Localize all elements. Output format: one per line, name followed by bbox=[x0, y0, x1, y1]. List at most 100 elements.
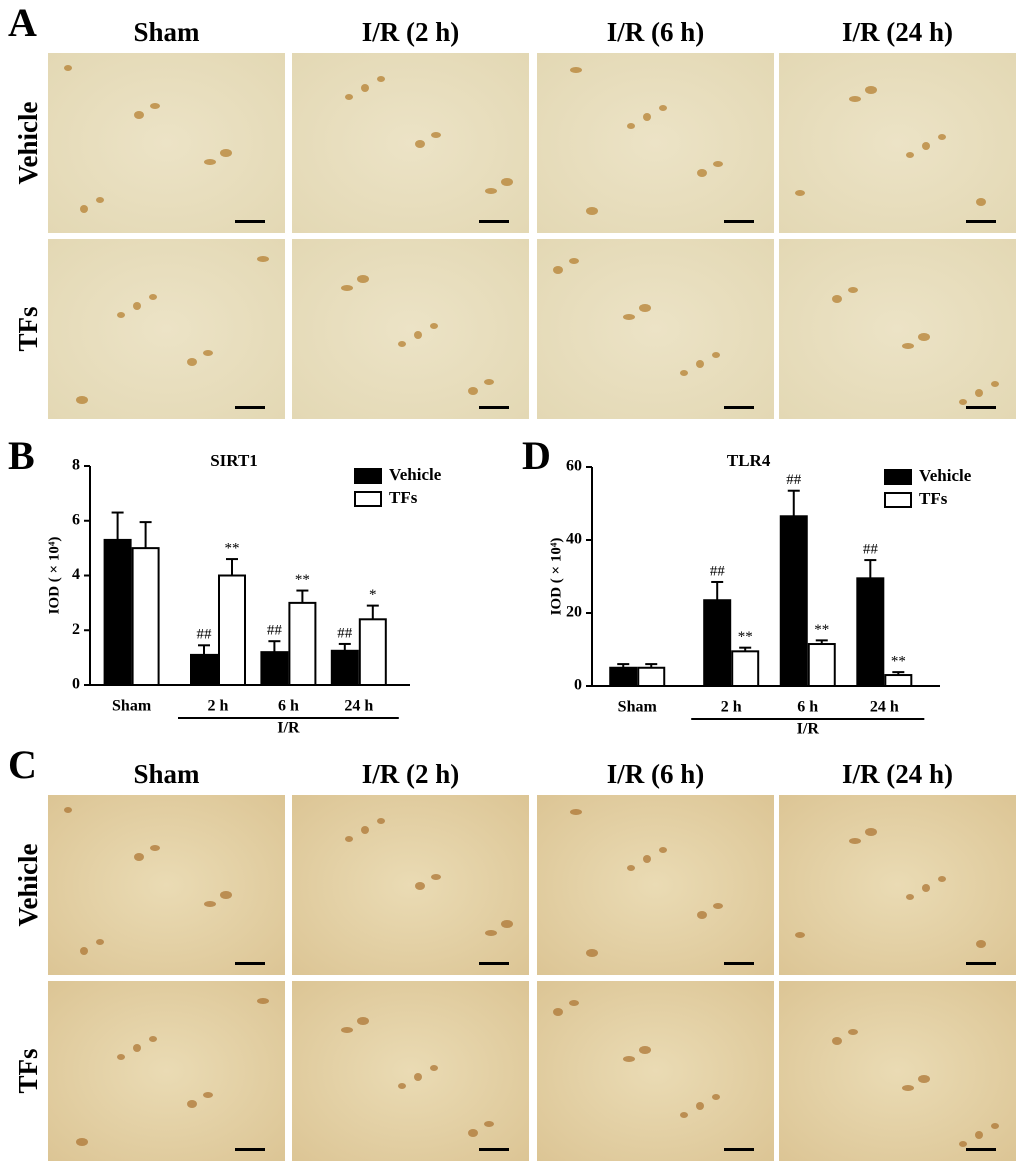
scale-bar bbox=[479, 1148, 509, 1151]
stain bbox=[922, 884, 930, 892]
column-header: I/R (24 h) bbox=[842, 759, 953, 789]
stain bbox=[938, 876, 946, 882]
stain bbox=[570, 67, 582, 73]
bar bbox=[884, 674, 913, 687]
scale-bar bbox=[479, 406, 509, 409]
bar bbox=[103, 538, 132, 686]
significance-mark: ## bbox=[267, 623, 283, 639]
stain bbox=[468, 387, 478, 395]
stain bbox=[680, 1112, 688, 1118]
x-tick-label: 2 h bbox=[208, 698, 229, 715]
stain bbox=[345, 94, 353, 100]
bar bbox=[731, 650, 760, 688]
stain bbox=[415, 140, 425, 148]
scale-bar bbox=[724, 962, 754, 965]
stain bbox=[643, 855, 651, 863]
significance-mark: * bbox=[369, 587, 377, 603]
scale-bar bbox=[235, 220, 265, 223]
stain bbox=[570, 809, 582, 815]
micrograph bbox=[292, 795, 529, 975]
stain bbox=[76, 396, 88, 404]
stain bbox=[117, 312, 125, 318]
stain bbox=[345, 836, 353, 842]
x-tick-label: Sham bbox=[112, 698, 152, 715]
stain bbox=[623, 1056, 635, 1062]
stain bbox=[696, 1102, 704, 1110]
bar bbox=[218, 574, 246, 686]
significance-mark: ** bbox=[891, 654, 906, 670]
stain bbox=[976, 198, 986, 206]
stain bbox=[697, 911, 707, 919]
stain bbox=[357, 275, 369, 283]
scale-bar bbox=[235, 962, 265, 965]
stain bbox=[187, 358, 197, 366]
micrograph bbox=[48, 981, 285, 1161]
stain bbox=[865, 828, 877, 836]
stain bbox=[117, 1054, 125, 1060]
column-header: I/R (6 h) bbox=[607, 17, 705, 47]
y-tick-label: 6 bbox=[72, 511, 80, 528]
stain bbox=[204, 901, 216, 907]
stain bbox=[680, 370, 688, 376]
group-label: I/R bbox=[277, 720, 300, 737]
y-tick-label: 60 bbox=[566, 458, 582, 475]
stain bbox=[361, 84, 369, 92]
scale-bar bbox=[966, 962, 996, 965]
stain bbox=[832, 1037, 842, 1045]
significance-mark: ## bbox=[710, 563, 726, 579]
legend-swatch bbox=[354, 468, 382, 484]
scale-bar bbox=[724, 220, 754, 223]
significance-mark: ** bbox=[738, 629, 753, 645]
y-tick-label: 20 bbox=[566, 604, 582, 621]
y-tick-label: 4 bbox=[72, 566, 80, 583]
significance-mark: ## bbox=[337, 625, 353, 641]
stain bbox=[713, 161, 723, 167]
stain bbox=[623, 314, 635, 320]
stain bbox=[76, 1138, 88, 1146]
stain bbox=[659, 847, 667, 853]
stain bbox=[257, 998, 269, 1004]
y-axis-label: IOD ( × 10⁴) bbox=[46, 537, 62, 615]
scale-bar bbox=[235, 1148, 265, 1151]
x-tick-label: 24 h bbox=[344, 698, 373, 715]
legend-swatch bbox=[884, 469, 912, 485]
scale-bar bbox=[479, 220, 509, 223]
stain bbox=[586, 207, 598, 215]
bar bbox=[131, 547, 160, 686]
row-label: TFs bbox=[13, 306, 43, 351]
stain bbox=[80, 205, 88, 213]
x-tick-label: 6 h bbox=[278, 698, 299, 715]
bar bbox=[779, 515, 808, 688]
stain bbox=[149, 1036, 157, 1042]
significance-mark: ## bbox=[786, 472, 802, 488]
x-tick-label: 2 h bbox=[721, 699, 742, 716]
stain bbox=[220, 891, 232, 899]
scale-bar bbox=[724, 1148, 754, 1151]
stain bbox=[712, 352, 720, 358]
significance-mark: ** bbox=[225, 541, 240, 557]
stain bbox=[795, 190, 805, 196]
stain bbox=[430, 1065, 438, 1071]
panel-label: A bbox=[8, 0, 37, 45]
stain bbox=[431, 132, 441, 138]
y-tick-label: 40 bbox=[566, 531, 582, 548]
stain bbox=[398, 1083, 406, 1089]
stain bbox=[991, 1123, 999, 1129]
significance-mark: ## bbox=[863, 542, 879, 558]
scale-bar bbox=[966, 220, 996, 223]
stain bbox=[501, 178, 513, 186]
stain bbox=[64, 807, 72, 813]
column-header: Sham bbox=[133, 17, 200, 47]
stain bbox=[959, 1141, 967, 1147]
stain bbox=[203, 1092, 213, 1098]
stain bbox=[639, 1046, 651, 1054]
stain bbox=[975, 389, 983, 397]
stain bbox=[553, 266, 563, 274]
stain bbox=[341, 285, 353, 291]
stain bbox=[795, 932, 805, 938]
stain bbox=[643, 113, 651, 121]
stain bbox=[991, 381, 999, 387]
scale-bar bbox=[966, 1148, 996, 1151]
stain bbox=[906, 152, 914, 158]
stain bbox=[96, 939, 104, 945]
